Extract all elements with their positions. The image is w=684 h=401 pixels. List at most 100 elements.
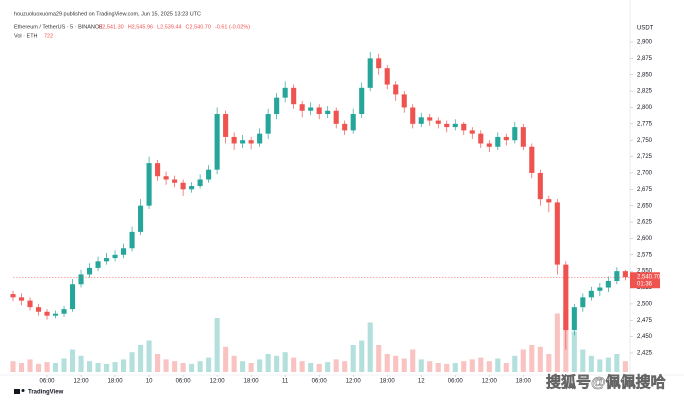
- candle-body: [146, 163, 152, 206]
- candle-body: [444, 123, 450, 128]
- logo-dot: [21, 389, 25, 392]
- y-tick-label: 2,800: [637, 105, 653, 111]
- candle-body: [78, 274, 84, 285]
- last-price-label: 2,540.70: [637, 274, 661, 280]
- volume-bar: [27, 359, 33, 372]
- y-tick-label: 2,825: [637, 89, 653, 95]
- candle-body: [452, 123, 458, 128]
- candle-body: [231, 136, 237, 144]
- y-tick-label: 2,875: [637, 56, 653, 62]
- volume-bar: [401, 358, 407, 372]
- volume-bar: [214, 318, 220, 372]
- y-tick-label: 2,575: [637, 252, 653, 258]
- candle-body: [571, 307, 577, 331]
- candle-body: [325, 110, 331, 115]
- y-tick-label: 2,625: [637, 220, 653, 226]
- ohlc-label: O2,541.30: [98, 24, 124, 30]
- x-tick-label: 18:00: [244, 379, 260, 385]
- volume-bar: [580, 349, 586, 372]
- candle-body: [486, 143, 492, 147]
- candle-body: [172, 179, 178, 183]
- x-tick-label: 11: [282, 379, 289, 385]
- candle-body: [503, 136, 509, 141]
- volume-bar: [52, 363, 59, 372]
- volume-bar: [435, 363, 441, 372]
- volume-bar: [571, 331, 577, 372]
- x-tick-label: 12:00: [210, 379, 226, 385]
- volume-bar: [44, 362, 50, 372]
- volume-bar: [367, 322, 373, 372]
- candle-body: [393, 84, 399, 95]
- candle-body: [333, 110, 339, 124]
- candle-body: [580, 297, 586, 308]
- volume-bar: [614, 354, 620, 372]
- volume-bar: [325, 362, 331, 372]
- volume-bar: [597, 359, 603, 372]
- y-tick-label: 2,850: [637, 72, 653, 78]
- volume-bar: [112, 362, 118, 372]
- volume-bar: [333, 359, 339, 372]
- candle-body: [359, 87, 365, 115]
- volume-bar: [69, 349, 76, 372]
- ohlc-label: C2,540.70: [186, 24, 211, 30]
- volume-bar: [180, 363, 186, 372]
- candle-body: [104, 258, 110, 262]
- y-tick-label: 2,775: [637, 121, 653, 127]
- candle-body: [299, 104, 305, 111]
- candle-body: [520, 127, 526, 147]
- volume-bar: [342, 361, 348, 372]
- candle-body: [410, 107, 416, 124]
- volume-bar: [418, 359, 424, 372]
- volume-bar: [206, 357, 212, 372]
- volume-bar: [248, 363, 254, 372]
- candle-body: [495, 136, 501, 147]
- volume-bar: [121, 359, 127, 372]
- published-line: houzuoluoxuoma29 published on TradingVie…: [14, 11, 201, 17]
- volume-bar: [393, 355, 399, 372]
- volume-bar: [308, 363, 314, 372]
- x-tick-label: 18:00: [380, 379, 396, 385]
- volume-bar: [512, 355, 518, 372]
- volume-bar: [486, 361, 492, 372]
- candle-body: [614, 271, 620, 281]
- volume-bar: [10, 361, 16, 372]
- volume-bar: [529, 345, 535, 372]
- volume-bar: [274, 355, 280, 372]
- ohlc-label: H2,545.96: [128, 24, 153, 30]
- candle-body: [257, 133, 263, 144]
- candle-body: [197, 179, 203, 187]
- candle-body: [342, 123, 348, 131]
- y-tick-label: 2,675: [637, 187, 653, 193]
- x-tick-label: 12:00: [74, 379, 90, 385]
- candle-body: [35, 307, 42, 312]
- candle-body: [605, 280, 611, 288]
- y-tick-label: 2,500: [637, 301, 653, 307]
- volume-bar: [86, 361, 93, 372]
- y-tick-label: 2,650: [637, 203, 653, 209]
- volume-bar: [299, 361, 305, 372]
- volume-bar: [189, 363, 195, 372]
- candle-body: [155, 163, 161, 177]
- volume-bar: [537, 346, 543, 372]
- candle-body: [189, 186, 195, 190]
- candle-body: [529, 146, 535, 173]
- candle-body: [554, 202, 560, 265]
- candle-body: [206, 169, 212, 180]
- y-tick-label: 2,700: [637, 171, 653, 177]
- candle-body: [10, 294, 16, 298]
- candle-body: [316, 107, 322, 115]
- candle-body: [308, 107, 314, 111]
- volume-bar: [35, 363, 42, 372]
- candle-body: [588, 290, 594, 298]
- x-tick-label: 06:00: [40, 379, 56, 385]
- volume-bar: [155, 354, 161, 372]
- volume-bar: [520, 349, 526, 372]
- volume-bar: [257, 359, 263, 372]
- brand-logo: [14, 389, 25, 394]
- ohlc-label: -0.61 (-0.02%): [215, 24, 250, 30]
- volume-bar: [240, 361, 246, 372]
- candle-body: [95, 261, 101, 268]
- y-tick-label: 2,475: [637, 318, 653, 324]
